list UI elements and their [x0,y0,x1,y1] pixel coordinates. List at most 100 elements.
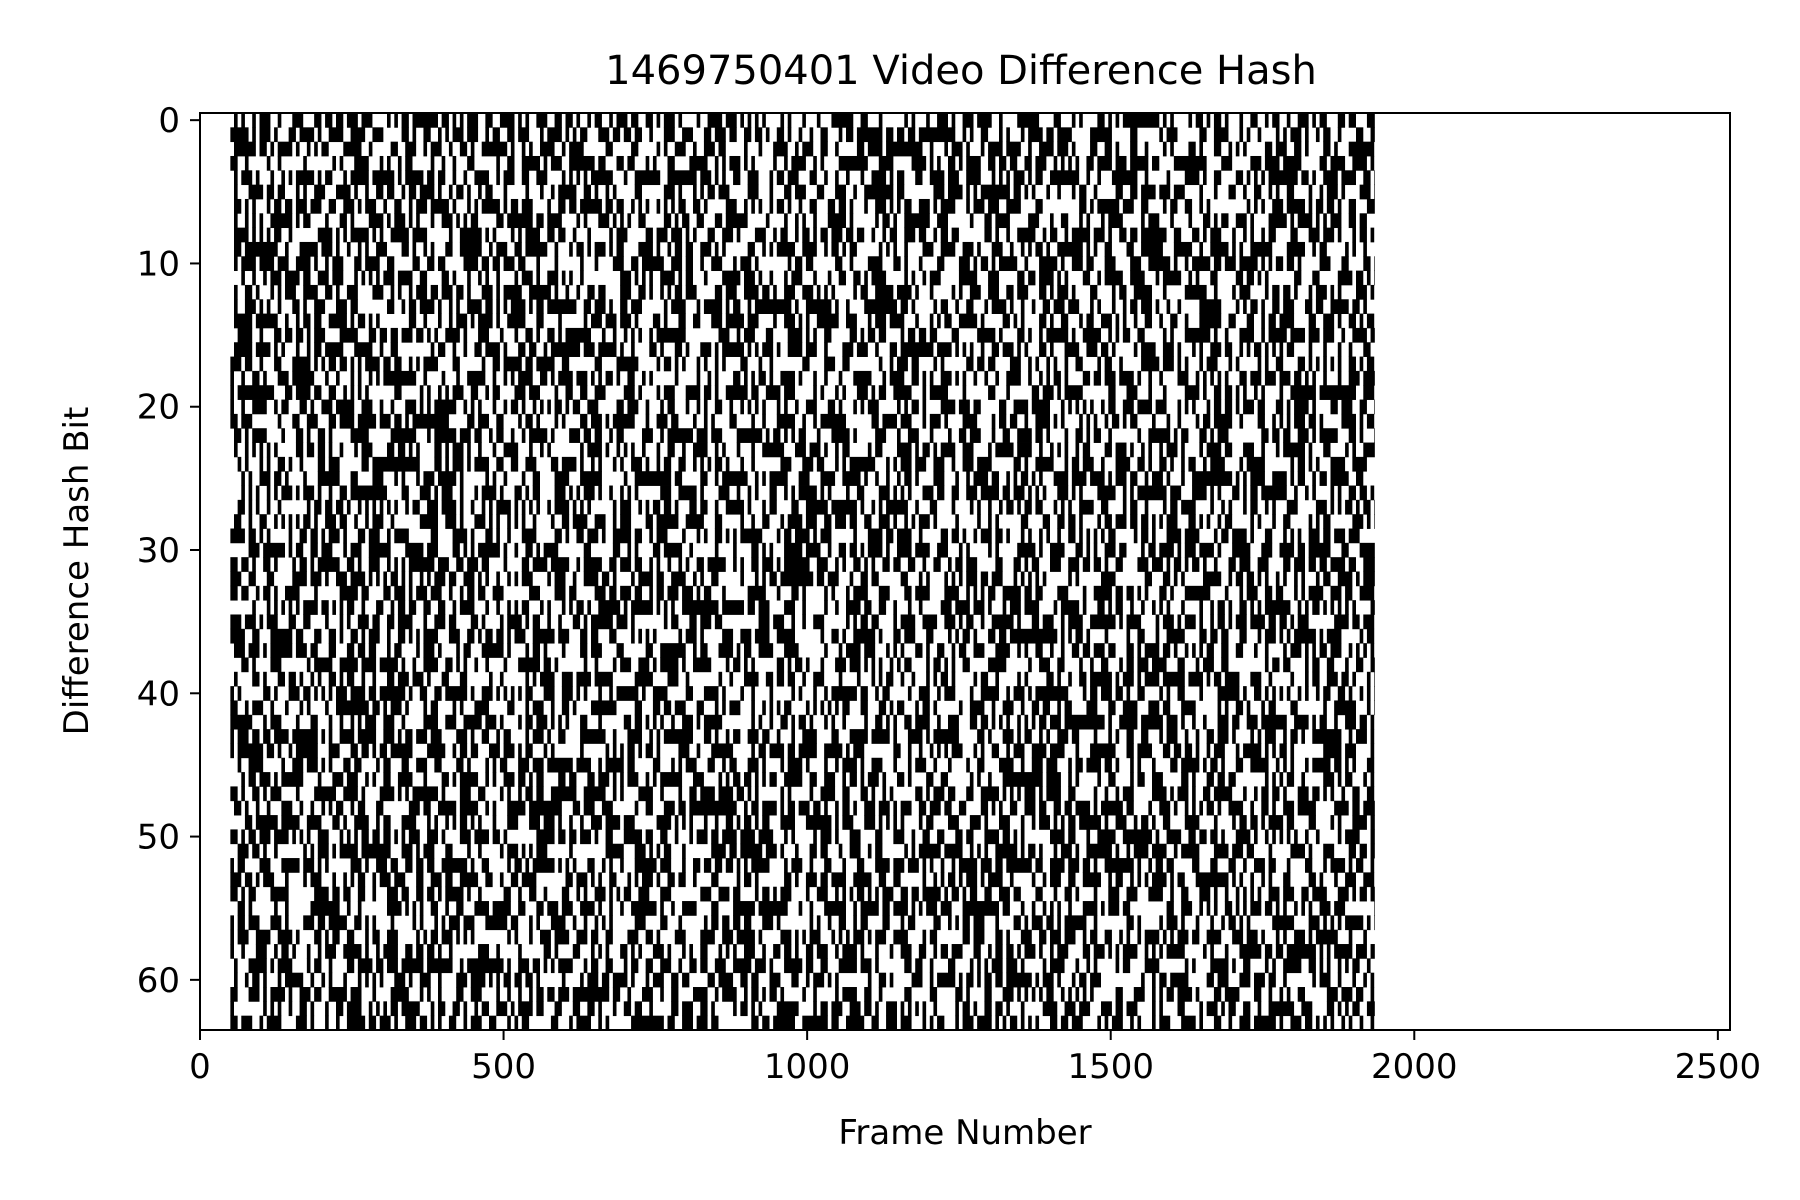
hash-bit-run [383,815,391,830]
hash-bit-run [525,413,533,429]
hash-bit-run [1359,184,1371,200]
hash-bit-run [1093,428,1101,443]
hash-bit-run [274,944,278,959]
hash-bit-run [266,800,271,816]
hash-bit-run [1188,113,1193,128]
hash-bit-run [1366,113,1375,128]
hash-bit-run [230,356,242,372]
hash-bit-run [459,600,475,615]
hash-bit-run [1352,227,1356,243]
hash-bit-run [1370,643,1375,658]
hash-bit-run [980,528,992,544]
hash-bit-run [922,385,927,400]
hash-bit-run [1184,399,1189,415]
hash-bit-run [387,628,391,644]
hash-bit-run [554,413,559,429]
hash-bit-run [1053,155,1058,171]
hash-bit-run [1312,113,1316,128]
hash-bit-run [1013,557,1021,572]
hash-bit-run [1126,614,1142,630]
hash-bit-run [540,370,548,386]
hash-bit-run [838,198,846,214]
hash-bit-run [259,127,271,143]
hash-bit-run [306,442,315,458]
hash-bit-run [572,700,577,716]
hash-bit-run [459,829,471,845]
hash-bit-run [762,471,766,486]
hash-bit-run [878,972,887,988]
hash-bit-run [1024,456,1029,472]
hash-bit-run [1024,557,1029,572]
hash-bit-run [1159,729,1163,744]
hash-bit-run [926,643,930,658]
hash-bit-run [514,628,526,644]
hash-bit-run [1057,127,1072,143]
hash-bit-run [325,858,329,873]
hash-bit-run [780,786,785,802]
hash-bit-run [1141,514,1149,529]
hash-bit-run [973,944,981,959]
hash-bit-run [656,385,661,400]
hash-bit-run [492,356,500,372]
hash-bit-run [1352,442,1356,458]
hash-bit-run [237,456,242,472]
hash-bit-run [1111,284,1116,300]
hash-bit-run [671,571,686,587]
hash-bit-run [306,829,311,845]
hash-bit-run [1195,370,1200,386]
hash-bit-run [325,342,344,357]
hash-bit-run [1086,843,1112,859]
hash-bit-run [248,471,253,486]
hash-bit-run [929,958,934,974]
hash-bit-run [518,901,526,916]
hash-bit-run [1268,972,1276,988]
hash-bit-run [780,113,785,128]
hash-bit-run [445,872,453,888]
hash-bit-run [416,886,424,902]
hash-bit-run [1039,342,1047,357]
hash-bit-run [591,614,613,630]
hash-bit-run [459,471,464,486]
hash-bit-run [1028,571,1032,587]
hash-bit-run [259,829,271,845]
hash-bit-run [623,385,635,400]
hash-bit-run [550,915,566,931]
hash-bit-run [255,485,260,501]
hash-bit-run [962,370,967,386]
hash-bit-run [452,743,457,759]
hash-bit-run [332,815,340,830]
hash-bit-run [1115,442,1127,458]
hash-bit-run [933,700,938,716]
hash-bit-run [379,499,384,515]
hash-bit-run [714,456,723,472]
hash-bit-run [518,113,522,128]
hash-bit-run [288,227,293,243]
hash-bit-run [1206,113,1211,128]
hash-bit-run [532,614,540,630]
hash-bit-run [1210,485,1214,501]
hash-bit-run [820,829,832,845]
hash-bit-run [1308,413,1316,429]
hash-bit-run [303,299,307,314]
hash-bit-run [649,127,653,143]
hash-bit-run [478,786,486,802]
hash-bit-run [802,671,806,687]
hash-bit-run [248,757,264,773]
hash-bit-run [601,858,606,873]
hash-bit-run [361,657,377,673]
hash-bit-run [514,270,519,286]
hash-bit-run [1148,456,1152,472]
hash-bit-run [897,170,905,186]
hash-bit-run [281,772,304,787]
hash-bit-run [529,843,533,859]
hash-bit-run [434,915,438,931]
hash-bit-run [780,227,788,243]
hash-bit-run [813,327,817,343]
hash-bit-run [295,213,300,229]
hash-bit-run [448,614,457,630]
hash-bit-run [656,241,661,257]
hash-bit-run [1020,958,1025,974]
hash-bit-run [1024,786,1036,802]
hash-bit-run [904,113,908,128]
hash-bit-run [897,428,901,443]
